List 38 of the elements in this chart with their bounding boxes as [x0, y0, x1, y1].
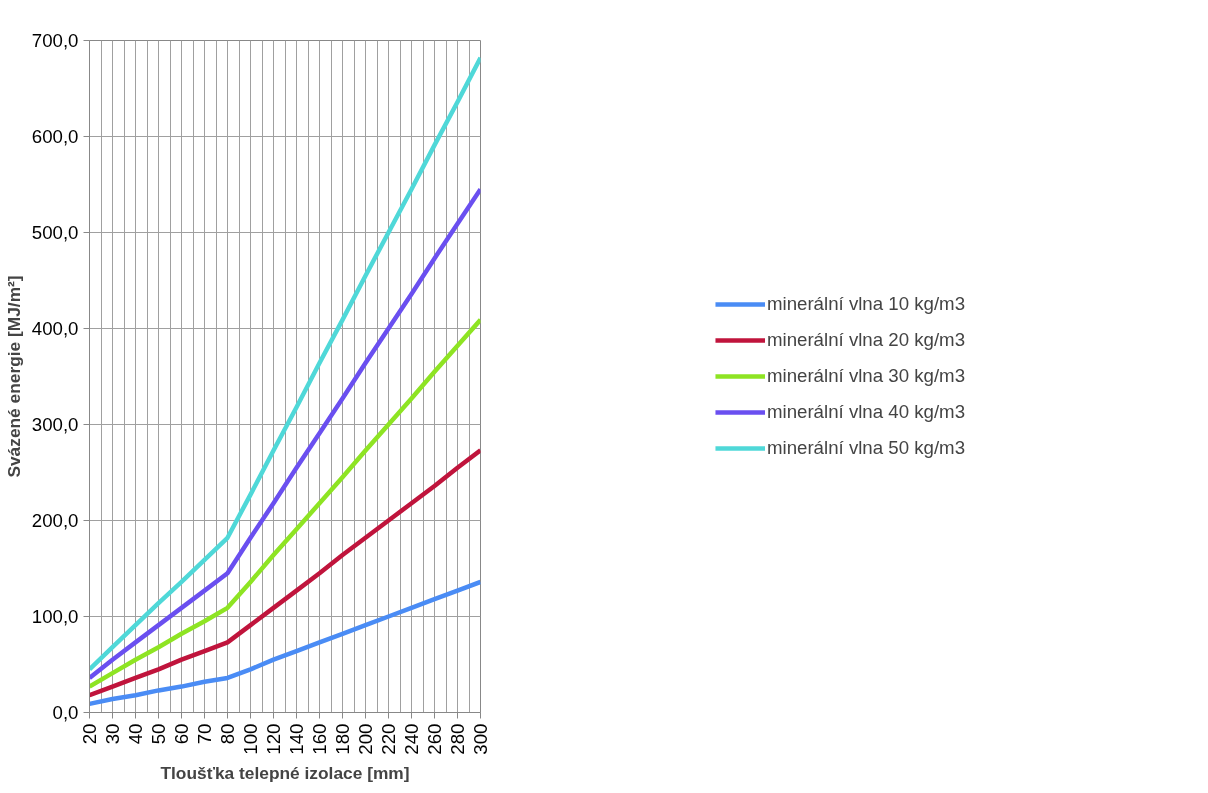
- x-tick-label: 300: [470, 723, 491, 755]
- x-tick-label: 120: [263, 723, 284, 755]
- x-tick-label: 200: [355, 723, 376, 755]
- x-tick-label: 70: [194, 723, 215, 745]
- x-tick-label: 30: [102, 723, 123, 745]
- x-tick-label: 160: [309, 723, 330, 755]
- y-tick-label: 700,0: [31, 30, 79, 51]
- legend-label: minerální vlna 50 kg/m3: [766, 437, 966, 459]
- y-tick-label: 100,0: [31, 606, 79, 627]
- line-series: [89, 317, 481, 689]
- x-tick-label: 220: [378, 723, 399, 755]
- line-series: [89, 55, 481, 672]
- legend-label: minerální vlna 30 kg/m3: [766, 365, 966, 387]
- line-series: [89, 448, 481, 698]
- line-series: [89, 187, 481, 681]
- legend-label: minerální vlna 20 kg/m3: [766, 329, 966, 351]
- y-tick-label: 200,0: [31, 510, 79, 531]
- x-tick-label: 240: [401, 723, 422, 755]
- x-tick-label: 260: [424, 723, 445, 755]
- x-axis-title: Tloušťka telepné izolace [mm]: [160, 762, 410, 783]
- y-tick-label: 600,0: [31, 126, 79, 147]
- line-series: [89, 579, 481, 707]
- y-tick-label: 400,0: [31, 318, 79, 339]
- y-tick-label: 300,0: [31, 414, 79, 435]
- x-tick-label: 100: [240, 723, 261, 755]
- x-tick-label: 80: [217, 723, 238, 745]
- y-tick-label: 0,0: [52, 702, 79, 723]
- x-tick-label: 20: [79, 723, 100, 745]
- x-tick-label: 40: [125, 723, 146, 745]
- x-tick-label: 140: [286, 723, 307, 755]
- x-tick-label: 280: [447, 723, 468, 755]
- y-tick-label: 500,0: [31, 222, 79, 243]
- y-axis-title: Svázené energie [MJ/m²]: [3, 275, 24, 478]
- legend-label: minerální vlna 40 kg/m3: [766, 401, 966, 423]
- x-tick-label: 50: [148, 723, 169, 745]
- x-tick-label: 60: [171, 723, 192, 745]
- legend-label: minerální vlna 10 kg/m3: [766, 293, 966, 315]
- x-tick-label: 180: [332, 723, 353, 755]
